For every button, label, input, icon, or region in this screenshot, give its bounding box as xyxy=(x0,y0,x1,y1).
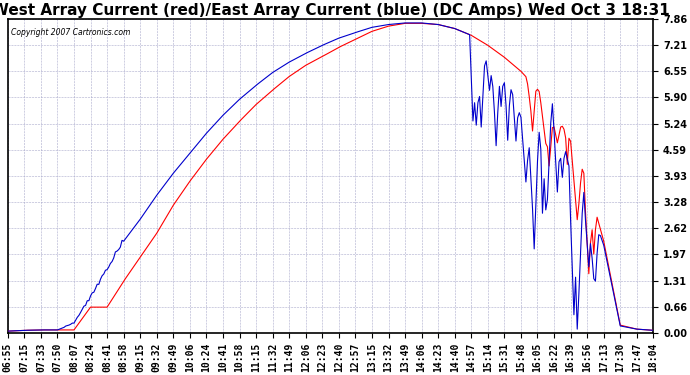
Text: Copyright 2007 Cartronics.com: Copyright 2007 Cartronics.com xyxy=(11,28,130,38)
Title: West Array Current (red)/East Array Current (blue) (DC Amps) Wed Oct 3 18:31: West Array Current (red)/East Array Curr… xyxy=(0,3,669,18)
